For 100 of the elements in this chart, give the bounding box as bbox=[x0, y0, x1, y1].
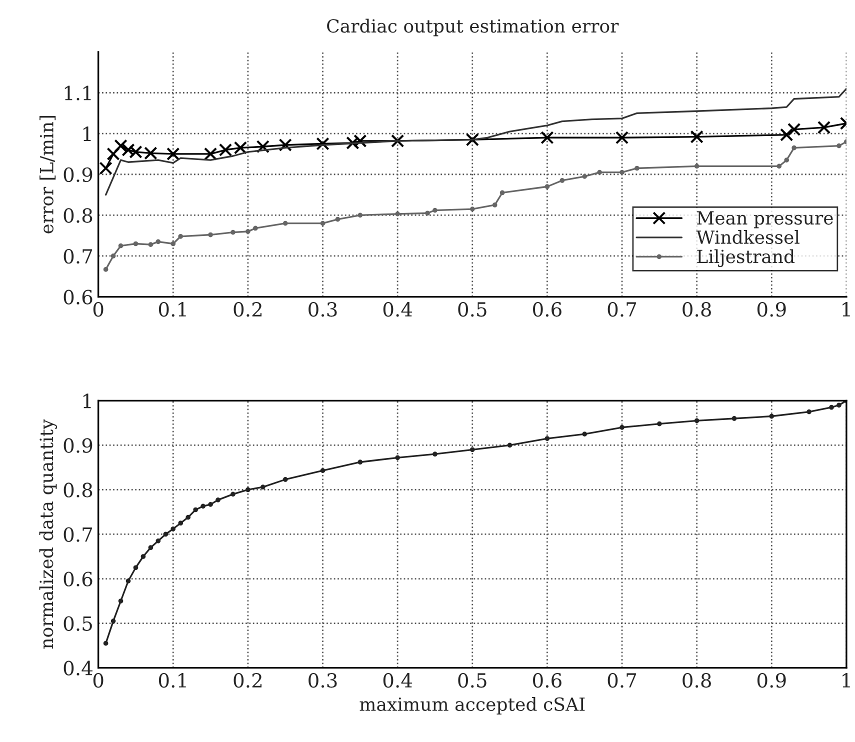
point bbox=[204, 147, 218, 161]
y-tick-label: 0.8 bbox=[64, 482, 92, 498]
point bbox=[114, 139, 128, 152]
point bbox=[395, 212, 400, 216]
point bbox=[156, 538, 161, 544]
point bbox=[792, 145, 797, 150]
x-tick-label: 0.1 bbox=[158, 302, 186, 317]
point bbox=[186, 514, 191, 520]
point bbox=[582, 432, 588, 437]
point bbox=[234, 141, 248, 154]
point bbox=[787, 122, 801, 136]
y-tick-label: 0.6 bbox=[64, 290, 92, 304]
point bbox=[163, 532, 168, 537]
point bbox=[110, 618, 116, 624]
point bbox=[178, 520, 184, 526]
point bbox=[817, 120, 831, 134]
point bbox=[316, 137, 330, 150]
point bbox=[634, 166, 640, 171]
point bbox=[544, 436, 550, 441]
point bbox=[246, 487, 250, 492]
x-tick-label: 0.3 bbox=[308, 302, 337, 317]
legend-label: Liljestrand bbox=[697, 249, 795, 268]
point bbox=[140, 554, 146, 559]
point bbox=[118, 598, 124, 604]
point bbox=[694, 418, 700, 424]
x-tick-label: 0 bbox=[93, 673, 104, 688]
point bbox=[208, 502, 213, 507]
point bbox=[615, 131, 629, 144]
point bbox=[432, 452, 438, 457]
point bbox=[170, 241, 176, 246]
x-axis-title: maximum accepted cSAI bbox=[360, 697, 585, 715]
point bbox=[148, 545, 154, 550]
point bbox=[170, 526, 176, 532]
x-tick-label: 0.9 bbox=[757, 673, 786, 688]
x-tick-label: 0.8 bbox=[682, 302, 711, 317]
x-tick-label: 0.9 bbox=[757, 302, 786, 317]
point bbox=[282, 220, 288, 226]
x-tick-label: 0.2 bbox=[234, 673, 262, 688]
point bbox=[193, 507, 198, 512]
x-tick-label: 0.5 bbox=[458, 302, 486, 317]
point bbox=[620, 424, 624, 430]
point bbox=[776, 164, 782, 169]
point bbox=[358, 460, 363, 465]
point bbox=[769, 414, 774, 419]
point bbox=[582, 174, 588, 179]
line-series bbox=[104, 88, 846, 196]
point bbox=[544, 184, 550, 190]
point bbox=[620, 170, 624, 175]
point bbox=[500, 190, 505, 196]
x-tick-label: 0.6 bbox=[533, 673, 562, 688]
point bbox=[694, 164, 700, 169]
point bbox=[466, 133, 479, 146]
point bbox=[784, 158, 790, 163]
x-tick-label: 0.6 bbox=[533, 302, 562, 317]
point bbox=[208, 232, 213, 238]
point bbox=[103, 267, 108, 272]
y-tick-label: 0.5 bbox=[64, 616, 92, 631]
point bbox=[656, 421, 662, 426]
point bbox=[230, 492, 236, 497]
point bbox=[230, 230, 236, 235]
point bbox=[260, 484, 266, 490]
point bbox=[780, 128, 794, 142]
x-tick-label: 1 bbox=[842, 302, 850, 316]
point bbox=[395, 455, 400, 460]
point bbox=[218, 143, 232, 156]
point bbox=[133, 241, 138, 246]
point bbox=[836, 402, 842, 408]
x-tick-label: 1 bbox=[842, 673, 850, 688]
x-tick-label: 0.4 bbox=[383, 302, 412, 317]
point bbox=[560, 178, 565, 183]
point bbox=[106, 147, 120, 161]
point bbox=[103, 640, 108, 646]
point bbox=[110, 254, 116, 258]
point bbox=[256, 140, 270, 154]
point bbox=[690, 130, 704, 144]
y-axis-title: normalized data quantity bbox=[39, 419, 57, 649]
point bbox=[278, 138, 292, 152]
legend-label: Windkessel bbox=[696, 230, 800, 244]
point bbox=[390, 134, 404, 148]
point bbox=[156, 239, 161, 244]
point bbox=[282, 477, 288, 482]
point bbox=[806, 409, 812, 414]
y-tick-label: 1 bbox=[83, 394, 91, 408]
x-tick-label: 0.1 bbox=[158, 673, 186, 688]
x-tick-label: 0.7 bbox=[608, 673, 636, 688]
y-axis-title: error [L/min] bbox=[40, 116, 56, 234]
point bbox=[148, 242, 154, 247]
point bbox=[246, 229, 250, 234]
y-tick-label: 0.4 bbox=[64, 660, 92, 676]
point bbox=[216, 498, 220, 502]
x-tick-label: 0.2 bbox=[234, 302, 262, 317]
x-tick-label: 0.7 bbox=[608, 302, 636, 317]
point bbox=[507, 442, 512, 448]
point bbox=[133, 565, 138, 570]
point bbox=[320, 220, 326, 226]
point bbox=[253, 226, 258, 231]
point bbox=[126, 578, 131, 584]
x-tick-label: 0.3 bbox=[308, 673, 337, 688]
point bbox=[118, 243, 124, 248]
y-tick-label: 0.6 bbox=[64, 572, 92, 586]
